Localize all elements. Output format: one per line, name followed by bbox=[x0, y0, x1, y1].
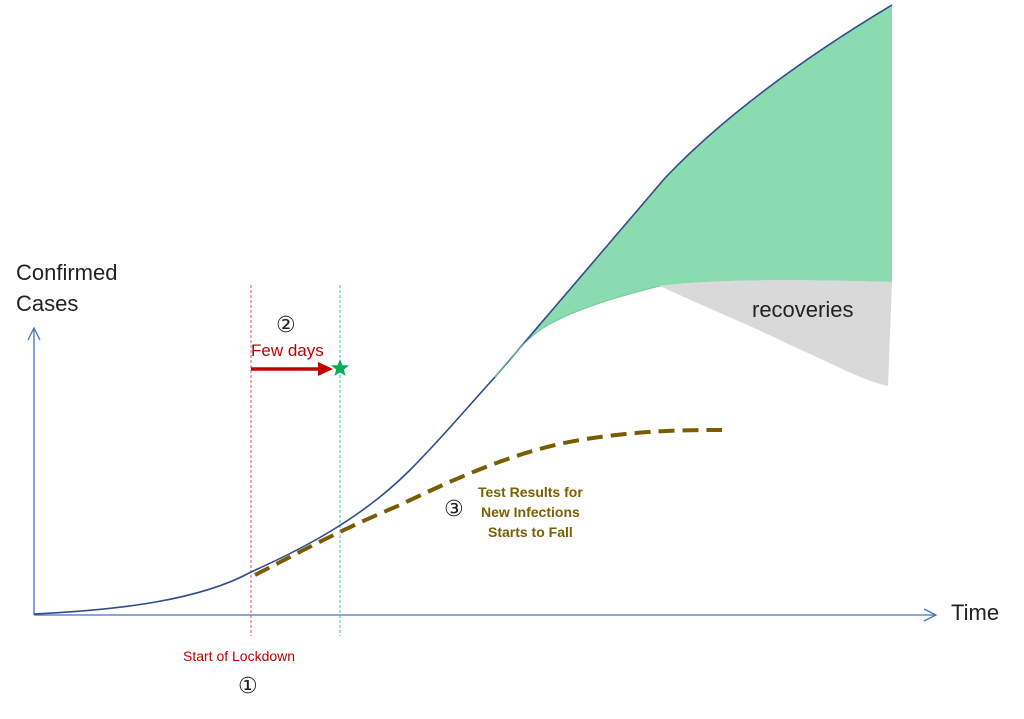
green-area bbox=[495, 5, 892, 377]
marker-3: ③ bbox=[444, 496, 464, 521]
confirmed-cases-curve bbox=[33, 4, 893, 615]
test-results-label: Test Results for New Infections Starts t… bbox=[478, 484, 583, 540]
marker-1: ① bbox=[238, 673, 258, 698]
active-cases-curve bbox=[494, 285, 661, 378]
y-axis bbox=[27, 326, 41, 615]
few-days-label: Few days bbox=[251, 341, 324, 360]
marker-2: ② bbox=[276, 312, 296, 337]
x-axis bbox=[34, 608, 938, 622]
y-axis-label: Confirmed Cases bbox=[16, 260, 118, 316]
lockdown-label: Start of Lockdown bbox=[183, 648, 296, 664]
few-days-arrow bbox=[251, 362, 333, 376]
test-results-curve bbox=[254, 428, 723, 577]
x-axis-label: Time bbox=[951, 600, 1000, 625]
recoveries-label: recoveries bbox=[752, 297, 854, 322]
recoveries-area bbox=[660, 280, 892, 386]
star-icon bbox=[331, 359, 349, 376]
